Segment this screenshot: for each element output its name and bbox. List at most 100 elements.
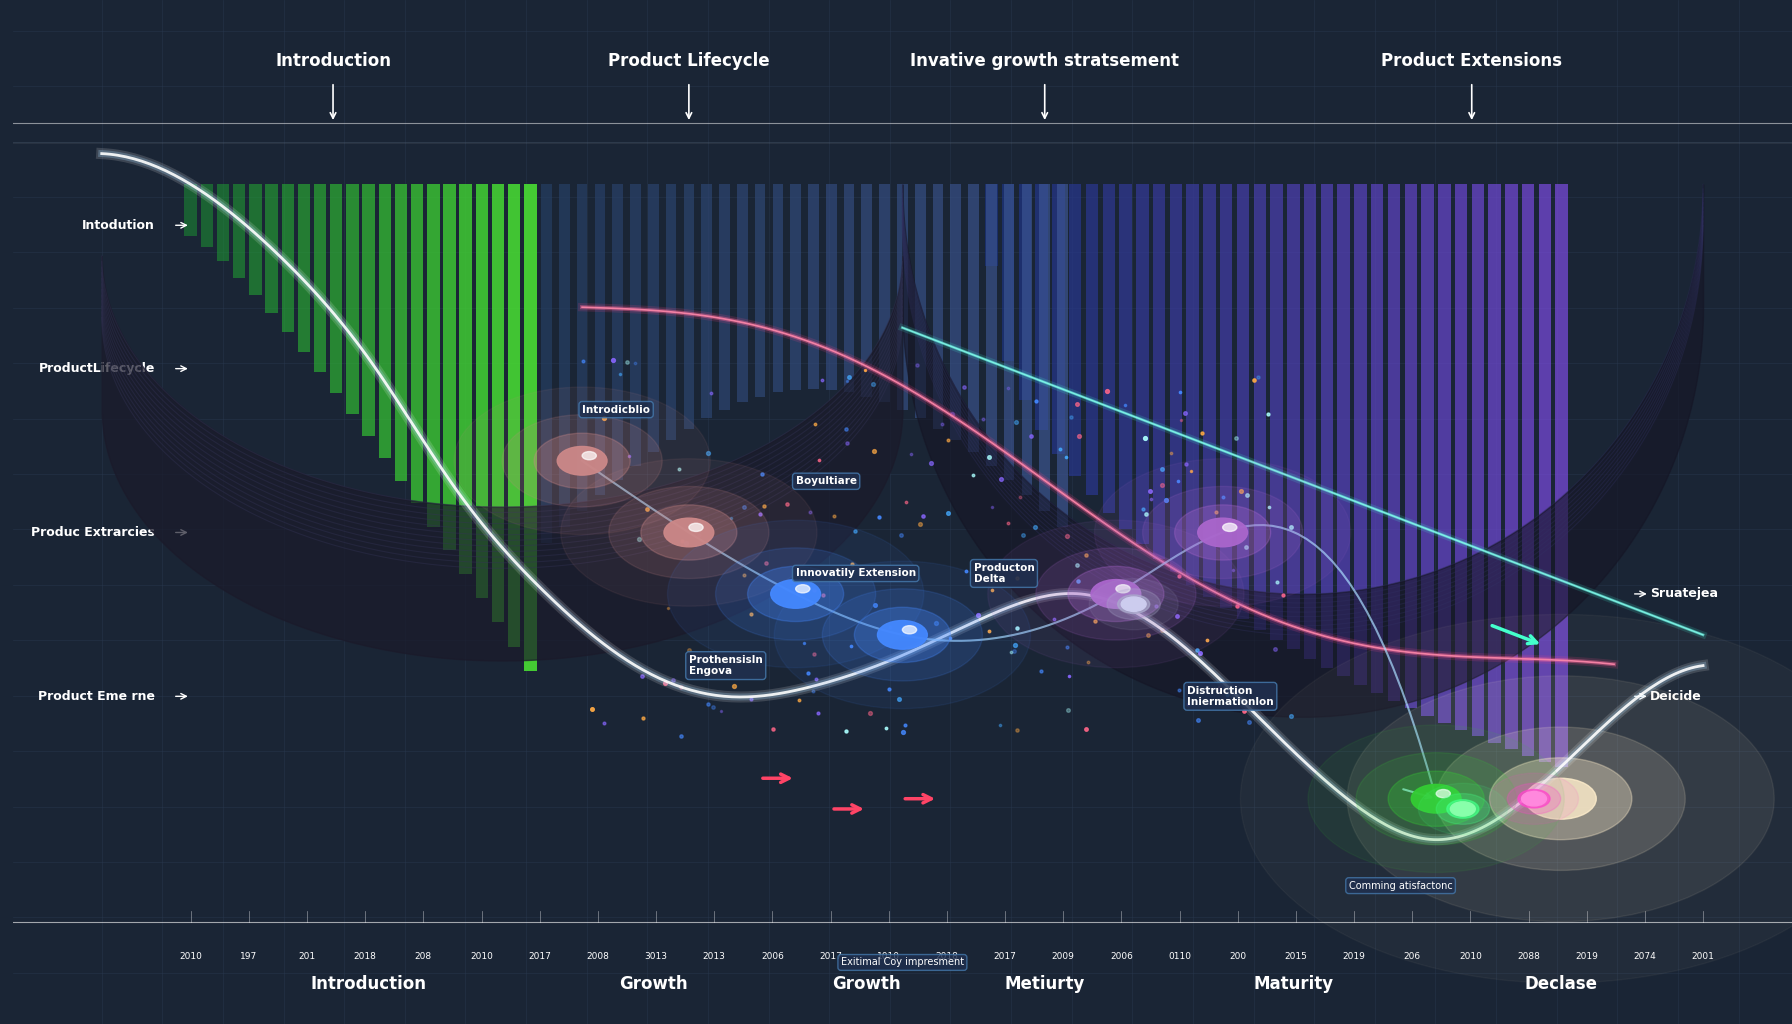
Point: [1188, 425, 1217, 441]
Point: [1093, 382, 1122, 398]
Point: [1244, 369, 1272, 385]
Bar: [1521, 184, 1534, 756]
Circle shape: [665, 518, 713, 547]
Point: [860, 442, 889, 459]
Point: [665, 461, 694, 477]
Bar: [631, 184, 642, 466]
Point: [699, 698, 728, 715]
Circle shape: [1435, 727, 1684, 870]
Point: [620, 355, 649, 372]
Text: Product Eme rne: Product Eme rne: [38, 690, 156, 702]
Bar: [394, 184, 407, 480]
Circle shape: [1091, 580, 1142, 608]
Point: [654, 600, 683, 616]
Text: 2088: 2088: [1518, 952, 1539, 962]
Point: [694, 695, 722, 712]
Text: 2009: 2009: [1052, 952, 1075, 962]
Bar: [1170, 184, 1183, 572]
Point: [1229, 702, 1258, 719]
Point: [1021, 519, 1050, 536]
Bar: [362, 184, 375, 436]
Point: [959, 467, 987, 483]
Bar: [297, 184, 310, 352]
Point: [1009, 527, 1038, 544]
Circle shape: [1068, 566, 1165, 622]
Bar: [1321, 184, 1333, 668]
Point: [887, 527, 916, 544]
Point: [747, 466, 776, 482]
Point: [799, 582, 828, 598]
Bar: [217, 184, 229, 261]
Bar: [1220, 184, 1233, 608]
Text: ProductLifecycle: ProductLifecycle: [39, 362, 156, 375]
Point: [805, 453, 833, 469]
Bar: [265, 184, 278, 313]
Bar: [1152, 184, 1165, 559]
Point: [1192, 632, 1220, 648]
Point: [1142, 598, 1170, 614]
Circle shape: [823, 589, 982, 681]
Point: [1064, 427, 1093, 443]
Bar: [507, 184, 520, 646]
Point: [874, 681, 903, 697]
Text: 2010: 2010: [1459, 952, 1482, 962]
Circle shape: [1389, 771, 1484, 826]
Point: [667, 679, 695, 695]
Circle shape: [1107, 589, 1161, 620]
Bar: [1186, 184, 1199, 585]
Circle shape: [609, 486, 769, 579]
Point: [613, 354, 642, 371]
Point: [891, 717, 919, 733]
Point: [952, 563, 980, 580]
Point: [751, 555, 780, 571]
Point: [928, 416, 957, 432]
Bar: [826, 184, 837, 390]
Point: [937, 407, 966, 423]
Point: [737, 690, 765, 707]
Point: [986, 470, 1014, 486]
Point: [835, 369, 864, 385]
Text: Comming atisfactonc: Comming atisfactonc: [1349, 881, 1453, 891]
Bar: [1039, 184, 1050, 511]
Circle shape: [1095, 459, 1351, 606]
Point: [1002, 620, 1030, 636]
Point: [577, 700, 606, 717]
Bar: [249, 184, 262, 295]
Bar: [737, 184, 747, 402]
Bar: [1287, 184, 1299, 649]
Bar: [1004, 184, 1014, 480]
Point: [1228, 482, 1256, 499]
Bar: [719, 184, 729, 410]
Point: [1167, 412, 1195, 428]
Circle shape: [561, 459, 817, 606]
Point: [885, 691, 914, 708]
Bar: [1070, 184, 1081, 476]
Point: [717, 510, 745, 526]
Point: [1027, 663, 1055, 679]
Point: [625, 530, 654, 547]
Point: [1204, 680, 1233, 696]
Bar: [595, 184, 606, 496]
Text: 208: 208: [414, 952, 432, 962]
Circle shape: [1036, 548, 1195, 640]
Bar: [667, 184, 676, 440]
Circle shape: [987, 520, 1244, 668]
Text: 2074: 2074: [1634, 952, 1656, 962]
Circle shape: [688, 523, 702, 531]
Bar: [986, 184, 996, 466]
Point: [935, 630, 964, 646]
Point: [1131, 506, 1159, 522]
Point: [1072, 547, 1100, 563]
Circle shape: [1489, 773, 1579, 824]
Text: Product Extensions: Product Extensions: [1382, 52, 1563, 71]
Bar: [410, 184, 423, 504]
Circle shape: [1450, 802, 1475, 816]
Point: [1004, 722, 1032, 738]
Text: 2006: 2006: [1109, 952, 1133, 962]
Bar: [1018, 184, 1030, 400]
Point: [855, 705, 883, 721]
Text: Innovatily Extension: Innovatily Extension: [796, 568, 916, 579]
Circle shape: [796, 585, 810, 593]
Point: [1147, 623, 1176, 639]
Point: [659, 672, 688, 688]
